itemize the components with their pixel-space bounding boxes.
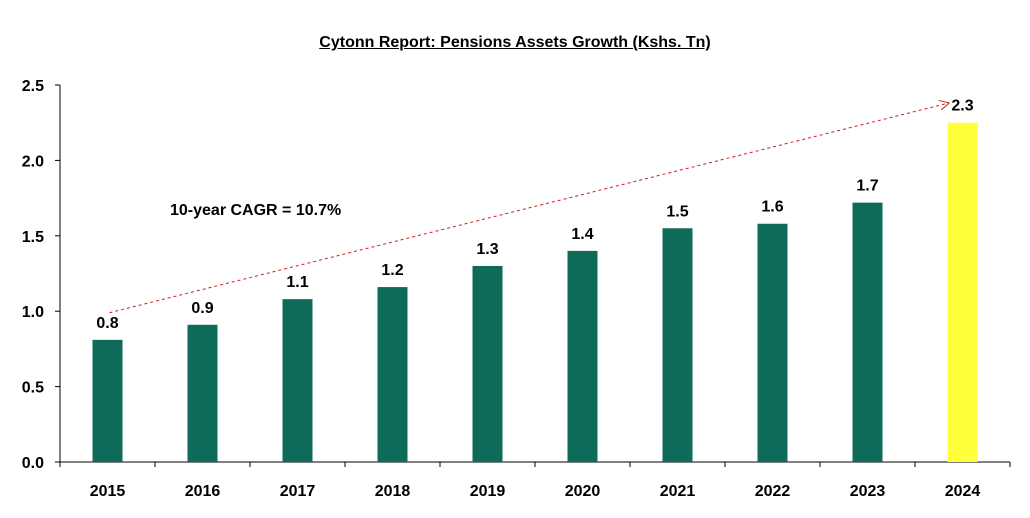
y-tick-label: 1.0 xyxy=(22,304,44,321)
data-label-2018: 1.2 xyxy=(381,262,403,279)
data-label-2021: 1.5 xyxy=(666,203,688,220)
x-tick-label: 2017 xyxy=(280,483,316,500)
y-axis: 0.0 0.5 1.0 1.5 2.0 2.5 xyxy=(22,78,61,472)
x-tick-label: 2022 xyxy=(755,483,791,500)
y-tick-label: 1.5 xyxy=(22,229,44,246)
x-tick-label: 2021 xyxy=(660,483,696,500)
bar-2020 xyxy=(567,250,598,462)
bar-2024 xyxy=(947,122,978,462)
x-axis: 2015 2016 2017 2018 2019 2020 2021 2022 2023 2024 xyxy=(59,461,1011,500)
x-tick-label: 2024 xyxy=(945,483,981,500)
data-label-2019: 1.3 xyxy=(476,241,498,258)
x-tick-label: 2023 xyxy=(850,483,886,500)
bar-2022 xyxy=(757,223,788,462)
annotations: 10-year CAGR = 10.7% xyxy=(109,103,949,314)
y-tick-label: 2.5 xyxy=(22,78,44,95)
data-label-2024: 2.3 xyxy=(951,98,973,115)
y-tick-label: 0.0 xyxy=(22,455,44,472)
data-label-2017: 1.1 xyxy=(286,274,308,291)
bar-2023 xyxy=(852,202,883,462)
data-labels: 0.8 0.9 1.1 1.2 1.3 1.4 1.5 1.6 1.7 2.3 xyxy=(96,98,973,332)
bar-2016 xyxy=(187,324,218,462)
y-tick-label: 2.0 xyxy=(22,153,44,170)
x-tick-label: 2019 xyxy=(470,483,506,500)
bar-2018 xyxy=(377,287,408,462)
data-label-2022: 1.6 xyxy=(761,199,783,216)
x-tick-label: 2018 xyxy=(375,483,411,500)
data-label-2023: 1.7 xyxy=(856,178,878,195)
bar-2017 xyxy=(282,299,313,462)
chart-title: Cytonn Report: Pensions Assets Growth (K… xyxy=(319,34,711,51)
data-label-2015: 0.8 xyxy=(96,315,118,332)
cagr-annotation: 10-year CAGR = 10.7% xyxy=(170,202,341,219)
bar-2015 xyxy=(92,339,123,462)
trend-arrow xyxy=(109,103,949,314)
bar-2021 xyxy=(662,228,693,462)
x-tick-label: 2016 xyxy=(185,483,221,500)
x-tick-label: 2020 xyxy=(565,483,601,500)
x-tick-label: 2015 xyxy=(90,483,126,500)
bar-2019 xyxy=(472,265,503,462)
data-label-2020: 1.4 xyxy=(571,226,593,243)
y-tick-label: 0.5 xyxy=(22,380,44,397)
data-label-2016: 0.9 xyxy=(191,300,213,317)
bars xyxy=(92,122,978,462)
